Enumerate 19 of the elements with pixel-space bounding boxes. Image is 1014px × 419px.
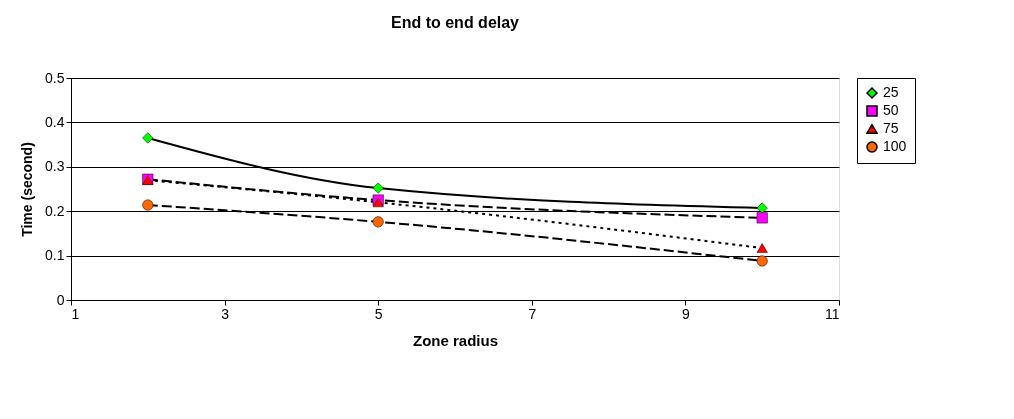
x-tick-label: 11 — [824, 305, 840, 322]
x-tick-label: 7 — [528, 305, 537, 322]
y-tick-label: 0.1 — [45, 247, 65, 264]
x-tick-label: 1 — [71, 305, 80, 322]
legend-label: 25 — [883, 84, 899, 100]
y-tick-label: 0 — [56, 291, 65, 308]
y-tick-label: 0.5 — [45, 69, 65, 86]
y-tick-label: 0.2 — [45, 202, 65, 219]
x-tick-label: 9 — [682, 305, 690, 322]
x-axis-title: Zone radius — [412, 331, 499, 349]
legend-label: 100 — [883, 138, 907, 154]
legend-label: 75 — [883, 120, 899, 136]
x-tick-label: 3 — [221, 305, 230, 322]
y-tick-label: 0.3 — [45, 158, 65, 175]
x-tick-label: 5 — [374, 305, 383, 322]
y-tick-label: 0.4 — [45, 113, 65, 130]
y-axis-title: Time (second) — [19, 142, 36, 237]
legend-label: 50 — [883, 102, 899, 118]
chart-title: End to end delay — [390, 14, 520, 31]
